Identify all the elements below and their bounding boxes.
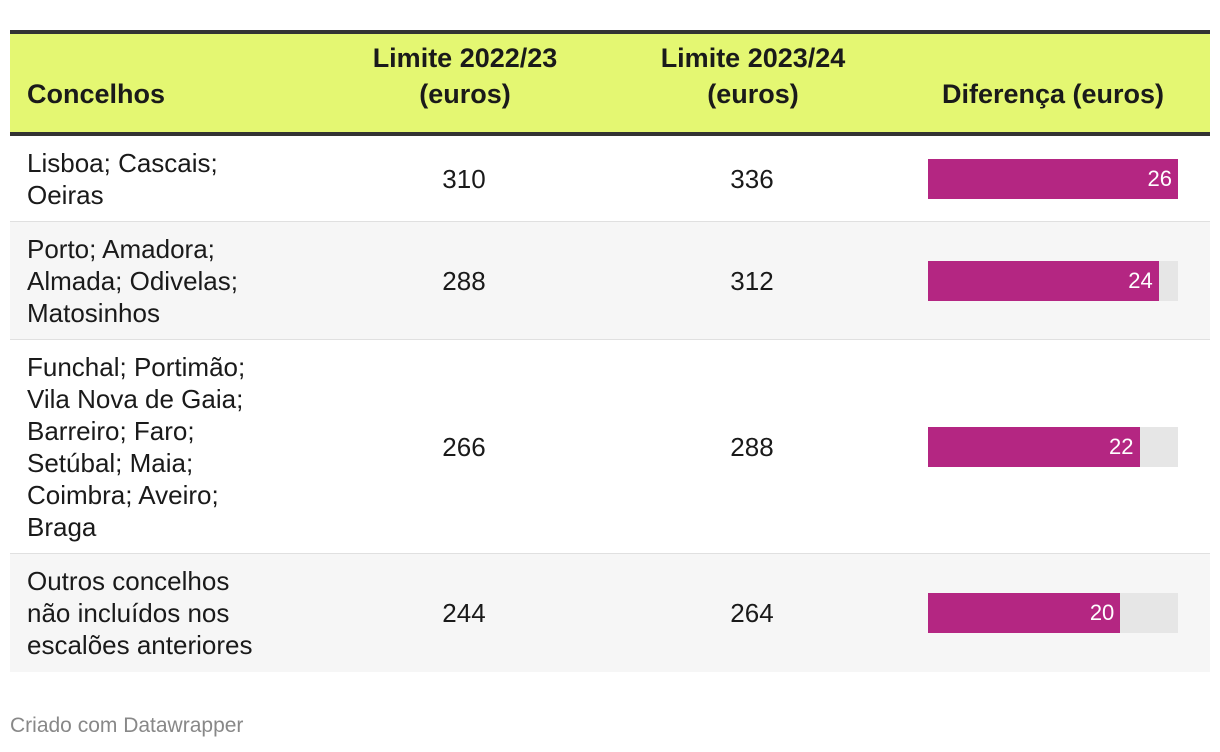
row-concelhos: Funchal; Portimão; Vila Nova de Gaia; Ba… bbox=[27, 351, 245, 543]
name-line: Outros concelhos bbox=[27, 566, 230, 596]
header-limite-2023: Limite 2023/24 (euros) bbox=[628, 40, 878, 112]
table-row: Lisboa; Cascais; Oeiras 310 336 26 bbox=[10, 136, 1210, 222]
diferenca-bar-label: 26 bbox=[1147, 165, 1172, 191]
header-limite-2022-line2: (euros) bbox=[419, 79, 511, 109]
table-row: Outros concelhos não incluídos nos escal… bbox=[10, 554, 1210, 672]
name-line: Barreiro; Faro; bbox=[27, 416, 195, 446]
name-line: Setúbal; Maia; bbox=[27, 448, 194, 478]
name-line: Funchal; Portimão; bbox=[27, 352, 246, 382]
row-concelhos: Porto; Amadora; Almada; Odivelas; Matosi… bbox=[27, 233, 238, 329]
row-limite-2023: 336 bbox=[730, 163, 774, 194]
diferenca-bar: 20 bbox=[928, 593, 1121, 633]
table-row: Funchal; Portimão; Vila Nova de Gaia; Ba… bbox=[10, 340, 1210, 554]
header-diferenca: Diferença (euros) bbox=[941, 79, 1165, 109]
name-line: escalões anteriores bbox=[27, 630, 253, 660]
row-concelhos: Lisboa; Cascais; Oeiras bbox=[27, 147, 218, 211]
header-limite-2022-line1: Limite 2022/23 bbox=[372, 43, 558, 73]
name-line: Almada; Odivelas; bbox=[27, 266, 238, 296]
diferenca-bar-label: 24 bbox=[1128, 267, 1153, 293]
name-line: Lisboa; Cascais; bbox=[27, 148, 218, 178]
row-limite-2023: 288 bbox=[730, 431, 774, 462]
header-concelhos: Concelhos bbox=[27, 79, 166, 109]
name-line: Matosinhos bbox=[27, 298, 160, 328]
name-line: não incluídos nos bbox=[27, 598, 230, 628]
name-line: Coimbra; Aveiro; bbox=[27, 480, 219, 510]
bar-track: 22 bbox=[928, 426, 1178, 467]
row-limite-2022: 288 bbox=[442, 265, 486, 296]
diferenca-bar-label: 22 bbox=[1109, 433, 1134, 459]
row-concelhos: Outros concelhos não incluídos nos escal… bbox=[27, 565, 252, 661]
name-line: Porto; Amadora; bbox=[27, 234, 215, 264]
name-line: Vila Nova de Gaia; bbox=[27, 384, 244, 414]
name-line: Braga bbox=[27, 512, 97, 542]
row-limite-2022: 244 bbox=[442, 598, 486, 628]
datawrapper-credit[interactable]: Criado com Datawrapper bbox=[10, 714, 244, 737]
diferenca-bar: 22 bbox=[928, 426, 1140, 467]
bar-track: 20 bbox=[928, 593, 1178, 633]
row-limite-2023: 312 bbox=[730, 265, 774, 296]
data-table: Concelhos Limite 2022/23 (euros) Limite … bbox=[10, 30, 1210, 672]
table-header: Concelhos Limite 2022/23 (euros) Limite … bbox=[10, 30, 1210, 136]
row-limite-2022: 266 bbox=[442, 431, 486, 462]
bar-track: 24 bbox=[928, 260, 1178, 301]
diferenca-bar: 26 bbox=[928, 158, 1178, 199]
header-limite-2023-line1: Limite 2023/24 bbox=[660, 43, 846, 73]
diferenca-bar-label: 20 bbox=[1089, 600, 1115, 625]
header-limite-2023-line2: (euros) bbox=[707, 79, 799, 109]
table-row: Porto; Amadora; Almada; Odivelas; Matosi… bbox=[10, 222, 1210, 340]
bar-track: 26 bbox=[928, 158, 1178, 199]
row-limite-2022: 310 bbox=[442, 163, 486, 194]
diferenca-bar: 24 bbox=[928, 260, 1159, 301]
row-limite-2023: 264 bbox=[730, 598, 774, 628]
name-line: Oeiras bbox=[27, 180, 104, 210]
header-limite-2022: Limite 2022/23 (euros) bbox=[340, 40, 590, 112]
